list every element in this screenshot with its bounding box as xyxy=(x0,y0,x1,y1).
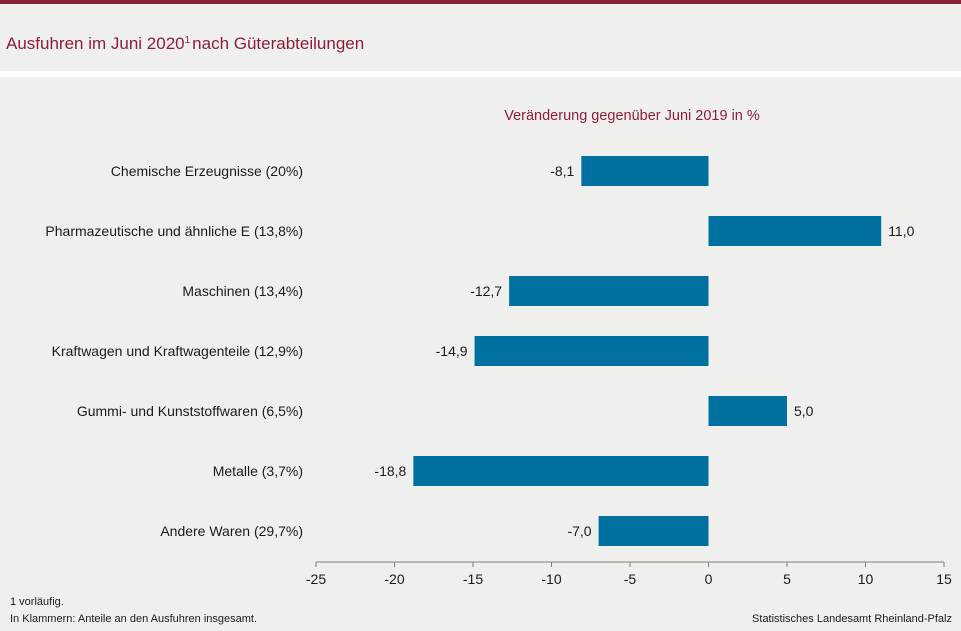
footnote-preliminary: 1 vorläufig. xyxy=(10,596,64,608)
category-label: Andere Waren (29,7%) xyxy=(160,523,303,539)
x-axis: -25 -20 -15 -10 -5 0 5 10 15 xyxy=(306,561,952,587)
value-label: -18,8 xyxy=(374,463,406,479)
x-tick-label: 5 xyxy=(783,571,791,587)
source-note: Statistisches Landesamt Rheinland-Pfalz xyxy=(752,613,952,625)
footnote-brackets: In Klammern: Anteile an den Ausfuhren in… xyxy=(10,613,258,625)
title-separator xyxy=(0,71,961,77)
value-label: -7,0 xyxy=(567,523,591,539)
top-accent-rule xyxy=(0,0,961,4)
chart-title-footnote-marker: 1 xyxy=(184,35,191,46)
x-tick-label: -15 xyxy=(463,571,483,587)
value-label: 11,0 xyxy=(888,223,914,239)
bar-andere-waren-29-7 xyxy=(598,516,709,546)
x-tick-label: 15 xyxy=(936,571,952,587)
bar-pharmazeutische-und-hnliche-e-13-8 xyxy=(708,216,882,246)
bars-group: Chemische Erzeugnisse (20%) -8,1 Pharmazeu… xyxy=(45,156,915,546)
bar-chemische-erzeugnisse-20 xyxy=(581,156,709,186)
title-bar: Ausfuhren im Juni 20201 nach Güterabteilu… xyxy=(0,4,961,70)
bar-kraftwagen-und-kraftwagenteile-12-9 xyxy=(474,336,709,366)
category-label: Metalle (3,7%) xyxy=(213,463,303,479)
chart-title-main: Ausfuhren im Juni 2020 xyxy=(6,34,185,53)
bar-metalle-3-7 xyxy=(413,456,709,486)
category-label: Kraftwagen und Kraftwagenteile (12,9%) xyxy=(52,343,303,359)
chart-title-rest: nach Güterabteilungen xyxy=(192,34,365,53)
category-label: Maschinen (13,4%) xyxy=(182,283,303,299)
category-label: Pharmazeutische und ähnliche E (13,8%) xyxy=(45,223,303,239)
value-label: -14,9 xyxy=(436,343,468,359)
x-tick-label: -25 xyxy=(306,571,326,587)
x-tick-label: -5 xyxy=(624,571,637,587)
value-label: 5,0 xyxy=(794,403,814,419)
value-label: -12,7 xyxy=(470,283,502,299)
bar-gummi-und-kunststoffwaren-6-5 xyxy=(708,396,787,426)
chart-title: Ausfuhren im Juni 20201 nach Güterabteilu… xyxy=(6,34,364,54)
category-label: Gummi- und Kunststoffwaren (6,5%) xyxy=(77,403,303,419)
chart-subtitle: Veränderung gegenüber Juni 2019 in % xyxy=(504,108,760,124)
x-tick-label: 10 xyxy=(858,571,874,587)
value-label: -8,1 xyxy=(550,163,574,179)
x-tick-label: 0 xyxy=(705,571,713,587)
x-tick-label: -10 xyxy=(541,571,561,587)
x-tick-label: -20 xyxy=(384,571,404,587)
category-label: Chemische Erzeugnisse (20%) xyxy=(111,163,303,179)
bar-maschinen-13-4 xyxy=(509,276,709,306)
